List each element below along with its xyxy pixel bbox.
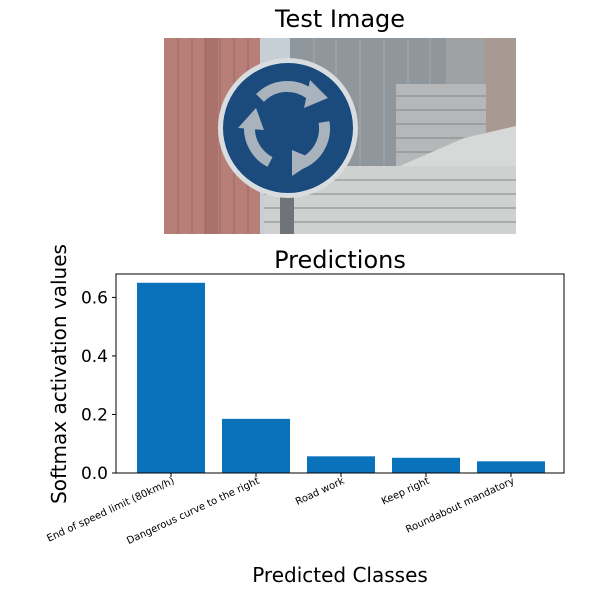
- test-image-title: Test Image: [274, 5, 406, 33]
- predictions-chart: Predictions End of speed limit (80km/h)D…: [45, 244, 565, 587]
- bar-2: [222, 418, 290, 473]
- y-tick-label-3: 0.4: [81, 347, 108, 367]
- bar-3: [307, 456, 375, 473]
- arrow-heads: [238, 80, 328, 176]
- red-building-shadow: [204, 38, 218, 234]
- y-axis-label: Softmax activation values: [47, 244, 71, 504]
- sign-pole: [280, 188, 294, 234]
- x-tick-label-4: Keep right: [380, 476, 431, 508]
- x-tick-label-2: Dangerous curve to the right: [125, 476, 261, 547]
- bar-5: [477, 461, 545, 473]
- y-tick-label-2: 0.2: [81, 405, 108, 425]
- x-tick-label-3: Road work: [294, 476, 346, 508]
- low-building-roof: [400, 126, 516, 178]
- bar-1: [137, 282, 205, 473]
- chart-title: Predictions: [274, 246, 406, 274]
- y-tick-label-1: 0.0: [81, 464, 108, 484]
- bar-4: [392, 457, 460, 473]
- roundabout-sign: [218, 58, 358, 198]
- plot-frame: [115, 273, 565, 474]
- y-tick-label-4: 0.6: [81, 288, 108, 308]
- x-axis-label: Predicted Classes: [252, 563, 428, 587]
- test-image: [164, 38, 516, 234]
- far-right-tower: [484, 38, 516, 138]
